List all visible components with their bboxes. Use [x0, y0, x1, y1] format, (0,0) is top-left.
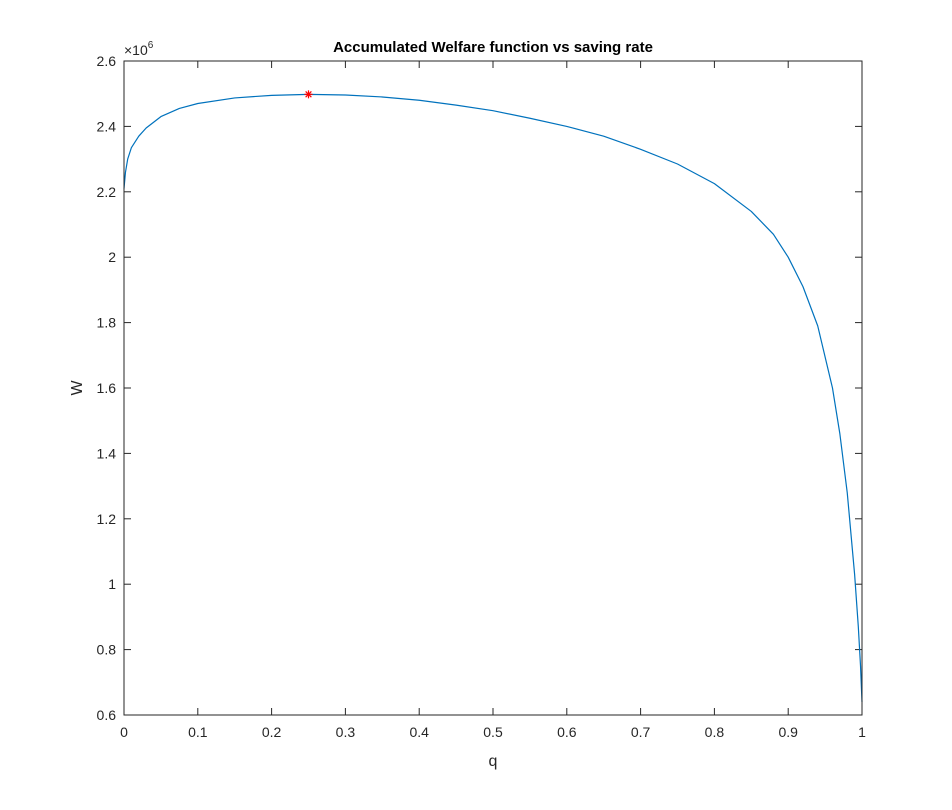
y-exponent-base: ×10	[124, 42, 148, 58]
x-tick-label: 0.5	[483, 724, 503, 740]
y-tick-label: 2.6	[97, 53, 117, 69]
x-tick-label: 0.6	[557, 724, 577, 740]
x-tick-label: 1	[858, 724, 866, 740]
marker-stroke	[305, 91, 312, 98]
y-axis-ticks: 0.6 0.8 1 1.2 1.4 1.6 1.8 2 2.2 2.4 2.6	[97, 53, 862, 723]
axes-box	[123, 60, 863, 716]
series-layer	[123, 93, 863, 702]
x-tick-label: 0.4	[409, 724, 429, 740]
x-axis-ticks: 0 0.1 0.2 0.3 0.4 0.5 0.6 0.7 0.8 0.9 1	[120, 61, 866, 740]
y-tick-label: 0.8	[97, 642, 117, 658]
x-axis-label: q	[489, 753, 498, 770]
optimum-marker	[304, 90, 313, 99]
y-exponent-power: 6	[148, 40, 154, 51]
x-tick-label: 0.2	[262, 724, 282, 740]
x-tick-label: 0.7	[631, 724, 651, 740]
y-tick-label: 2.2	[97, 184, 117, 200]
marker-layer	[304, 90, 313, 99]
y-tick-label: 1	[108, 576, 116, 592]
x-tick-label: 0.8	[705, 724, 725, 740]
x-tick-label: 0.9	[778, 724, 798, 740]
y-tick-label: 1.6	[97, 380, 117, 396]
series-line	[123, 93, 863, 702]
plot-background	[124, 61, 862, 715]
x-tick-label: 0	[120, 724, 128, 740]
y-tick-label: 1.2	[97, 511, 117, 527]
y-tick-label: 2	[108, 249, 116, 265]
y-tick-label: 2.4	[97, 118, 117, 134]
y-tick-label: 0.6	[97, 707, 117, 723]
y-tick-label: 1.4	[97, 445, 117, 461]
y-exponent-label: ×106	[124, 40, 154, 58]
y-tick-label: 1.8	[97, 315, 117, 331]
x-tick-label: 0.1	[188, 724, 208, 740]
chart-title: Accumulated Welfare function vs saving r…	[333, 39, 653, 56]
y-axis-label: W	[69, 380, 86, 396]
x-tick-label: 0.3	[336, 724, 356, 740]
